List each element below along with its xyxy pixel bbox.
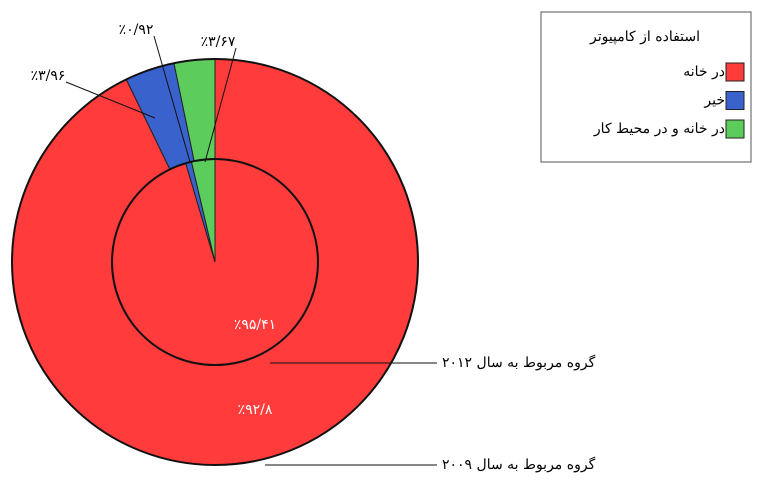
ring-outline [111, 158, 319, 366]
legend-swatch [725, 91, 745, 110]
value-label: ٪۳/۹۶ [31, 68, 66, 84]
leader-line [204, 47, 237, 163]
leader-line [153, 35, 191, 163]
legend-box [540, 11, 752, 163]
value-label: ٪۳/۶۷ [201, 34, 236, 50]
legend-label: در خانه و در محیط کار [593, 121, 725, 137]
legend-swatch [725, 62, 745, 82]
ring-outline [11, 58, 419, 466]
legend-label: خیر [703, 93, 725, 109]
ring-label: گروه مربوط به سال ۲۰۱۲ [442, 354, 596, 371]
value-label: ٪۰/۹۲ [119, 22, 154, 38]
legend-label: در خانه [683, 64, 725, 80]
value-label: ٪۹۵/۴۱ [234, 317, 276, 333]
ring-label: گروه مربوط به سال ۲۰۰۹ [442, 456, 596, 473]
value-label: ٪۹۲/۸ [238, 402, 273, 418]
legend-swatch [725, 119, 745, 139]
legend-title: استفاده از کامپیوتر [589, 29, 700, 45]
leader-line [65, 81, 156, 119]
